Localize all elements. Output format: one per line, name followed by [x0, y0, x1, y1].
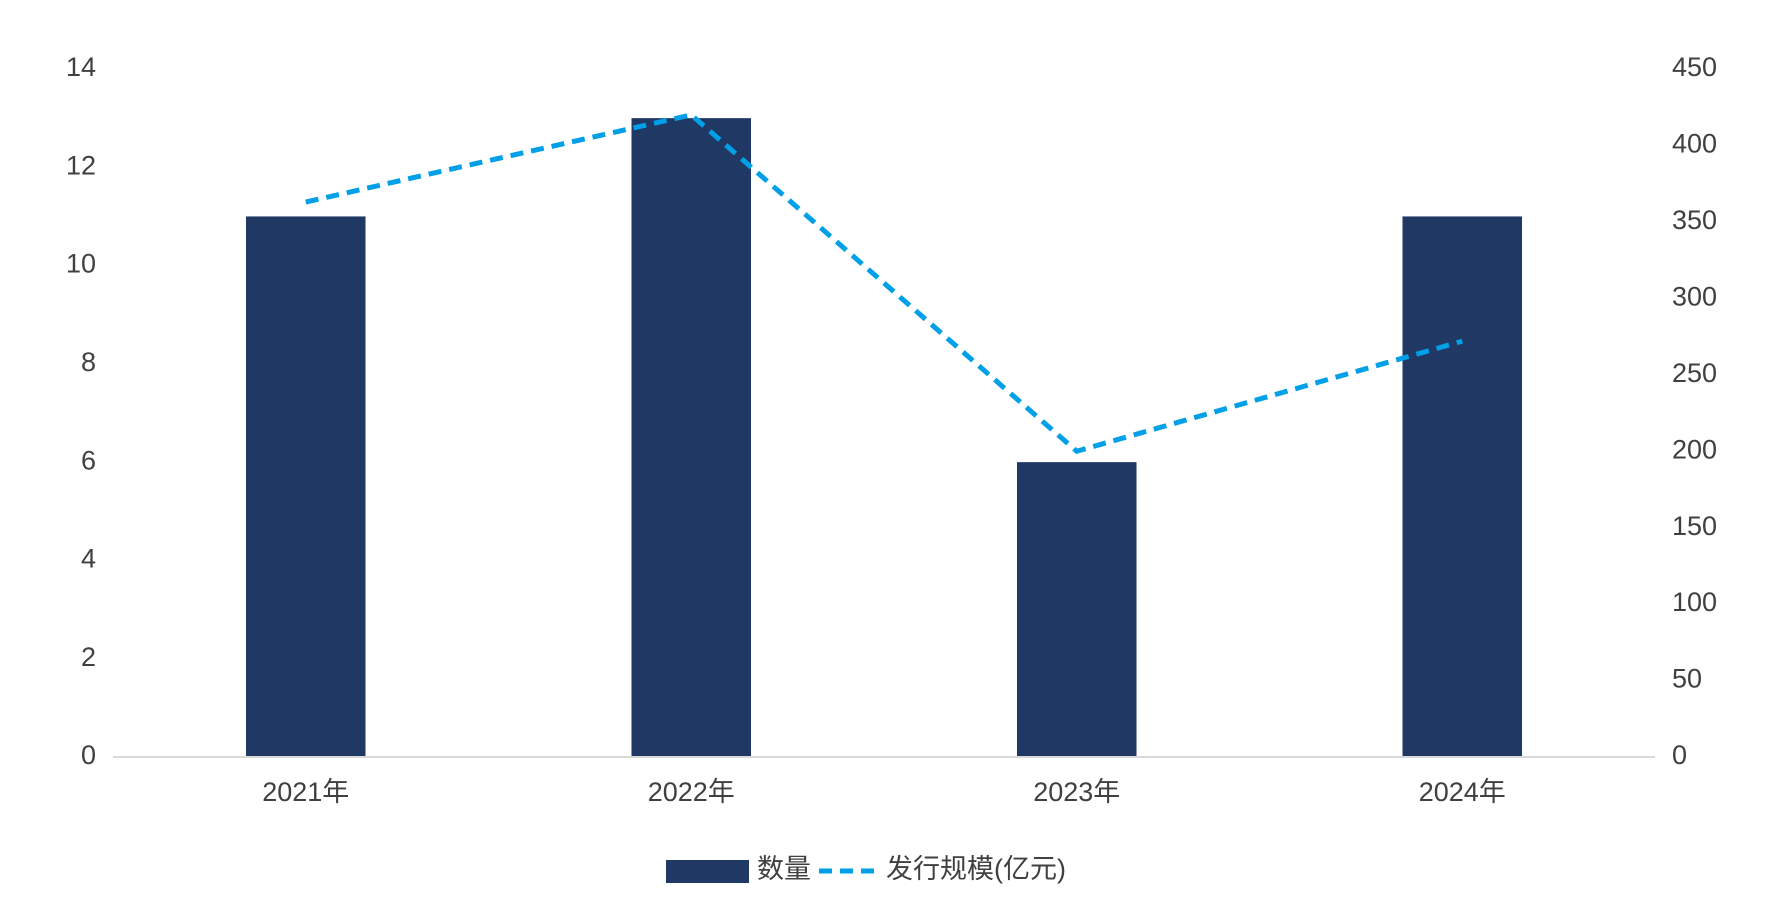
x-tick-label: 2024年 [1419, 777, 1506, 807]
y-tick-label: 6 [81, 445, 96, 475]
y2-tick-label: 300 [1672, 281, 1717, 311]
bar [631, 118, 752, 757]
y2-tick-label: 100 [1672, 587, 1717, 617]
y-tick-label: 4 [81, 544, 96, 574]
legend-label: 数量 [757, 854, 811, 884]
y2-tick-label: 350 [1672, 205, 1717, 235]
legend-label: 发行规模(亿元) [886, 854, 1066, 884]
y2-tick-label: 400 [1672, 129, 1717, 159]
x-tick-label: 2023年 [1033, 777, 1120, 807]
x-tick-label: 2022年 [648, 777, 735, 807]
bar [245, 216, 366, 757]
y2-tick-label: 200 [1672, 434, 1717, 464]
y2-tick-label: 250 [1672, 358, 1717, 388]
y-tick-label: 0 [81, 740, 96, 770]
y2-tick-label: 150 [1672, 511, 1717, 541]
y2-tick-label: 0 [1672, 740, 1687, 770]
y-tick-label: 14 [66, 52, 96, 82]
legend-swatch [666, 860, 749, 883]
y-tick-label: 10 [66, 249, 96, 279]
y2-tick-label: 450 [1672, 52, 1717, 82]
line [305, 112, 1463, 454]
y-tick-label: 12 [66, 150, 96, 180]
bar [1016, 462, 1137, 757]
x-tick-label: 2021年 [262, 777, 349, 807]
y2-tick-label: 50 [1672, 664, 1702, 694]
y-tick-label: 8 [81, 347, 96, 377]
bar [1402, 216, 1523, 757]
y-tick-label: 2 [81, 642, 96, 672]
